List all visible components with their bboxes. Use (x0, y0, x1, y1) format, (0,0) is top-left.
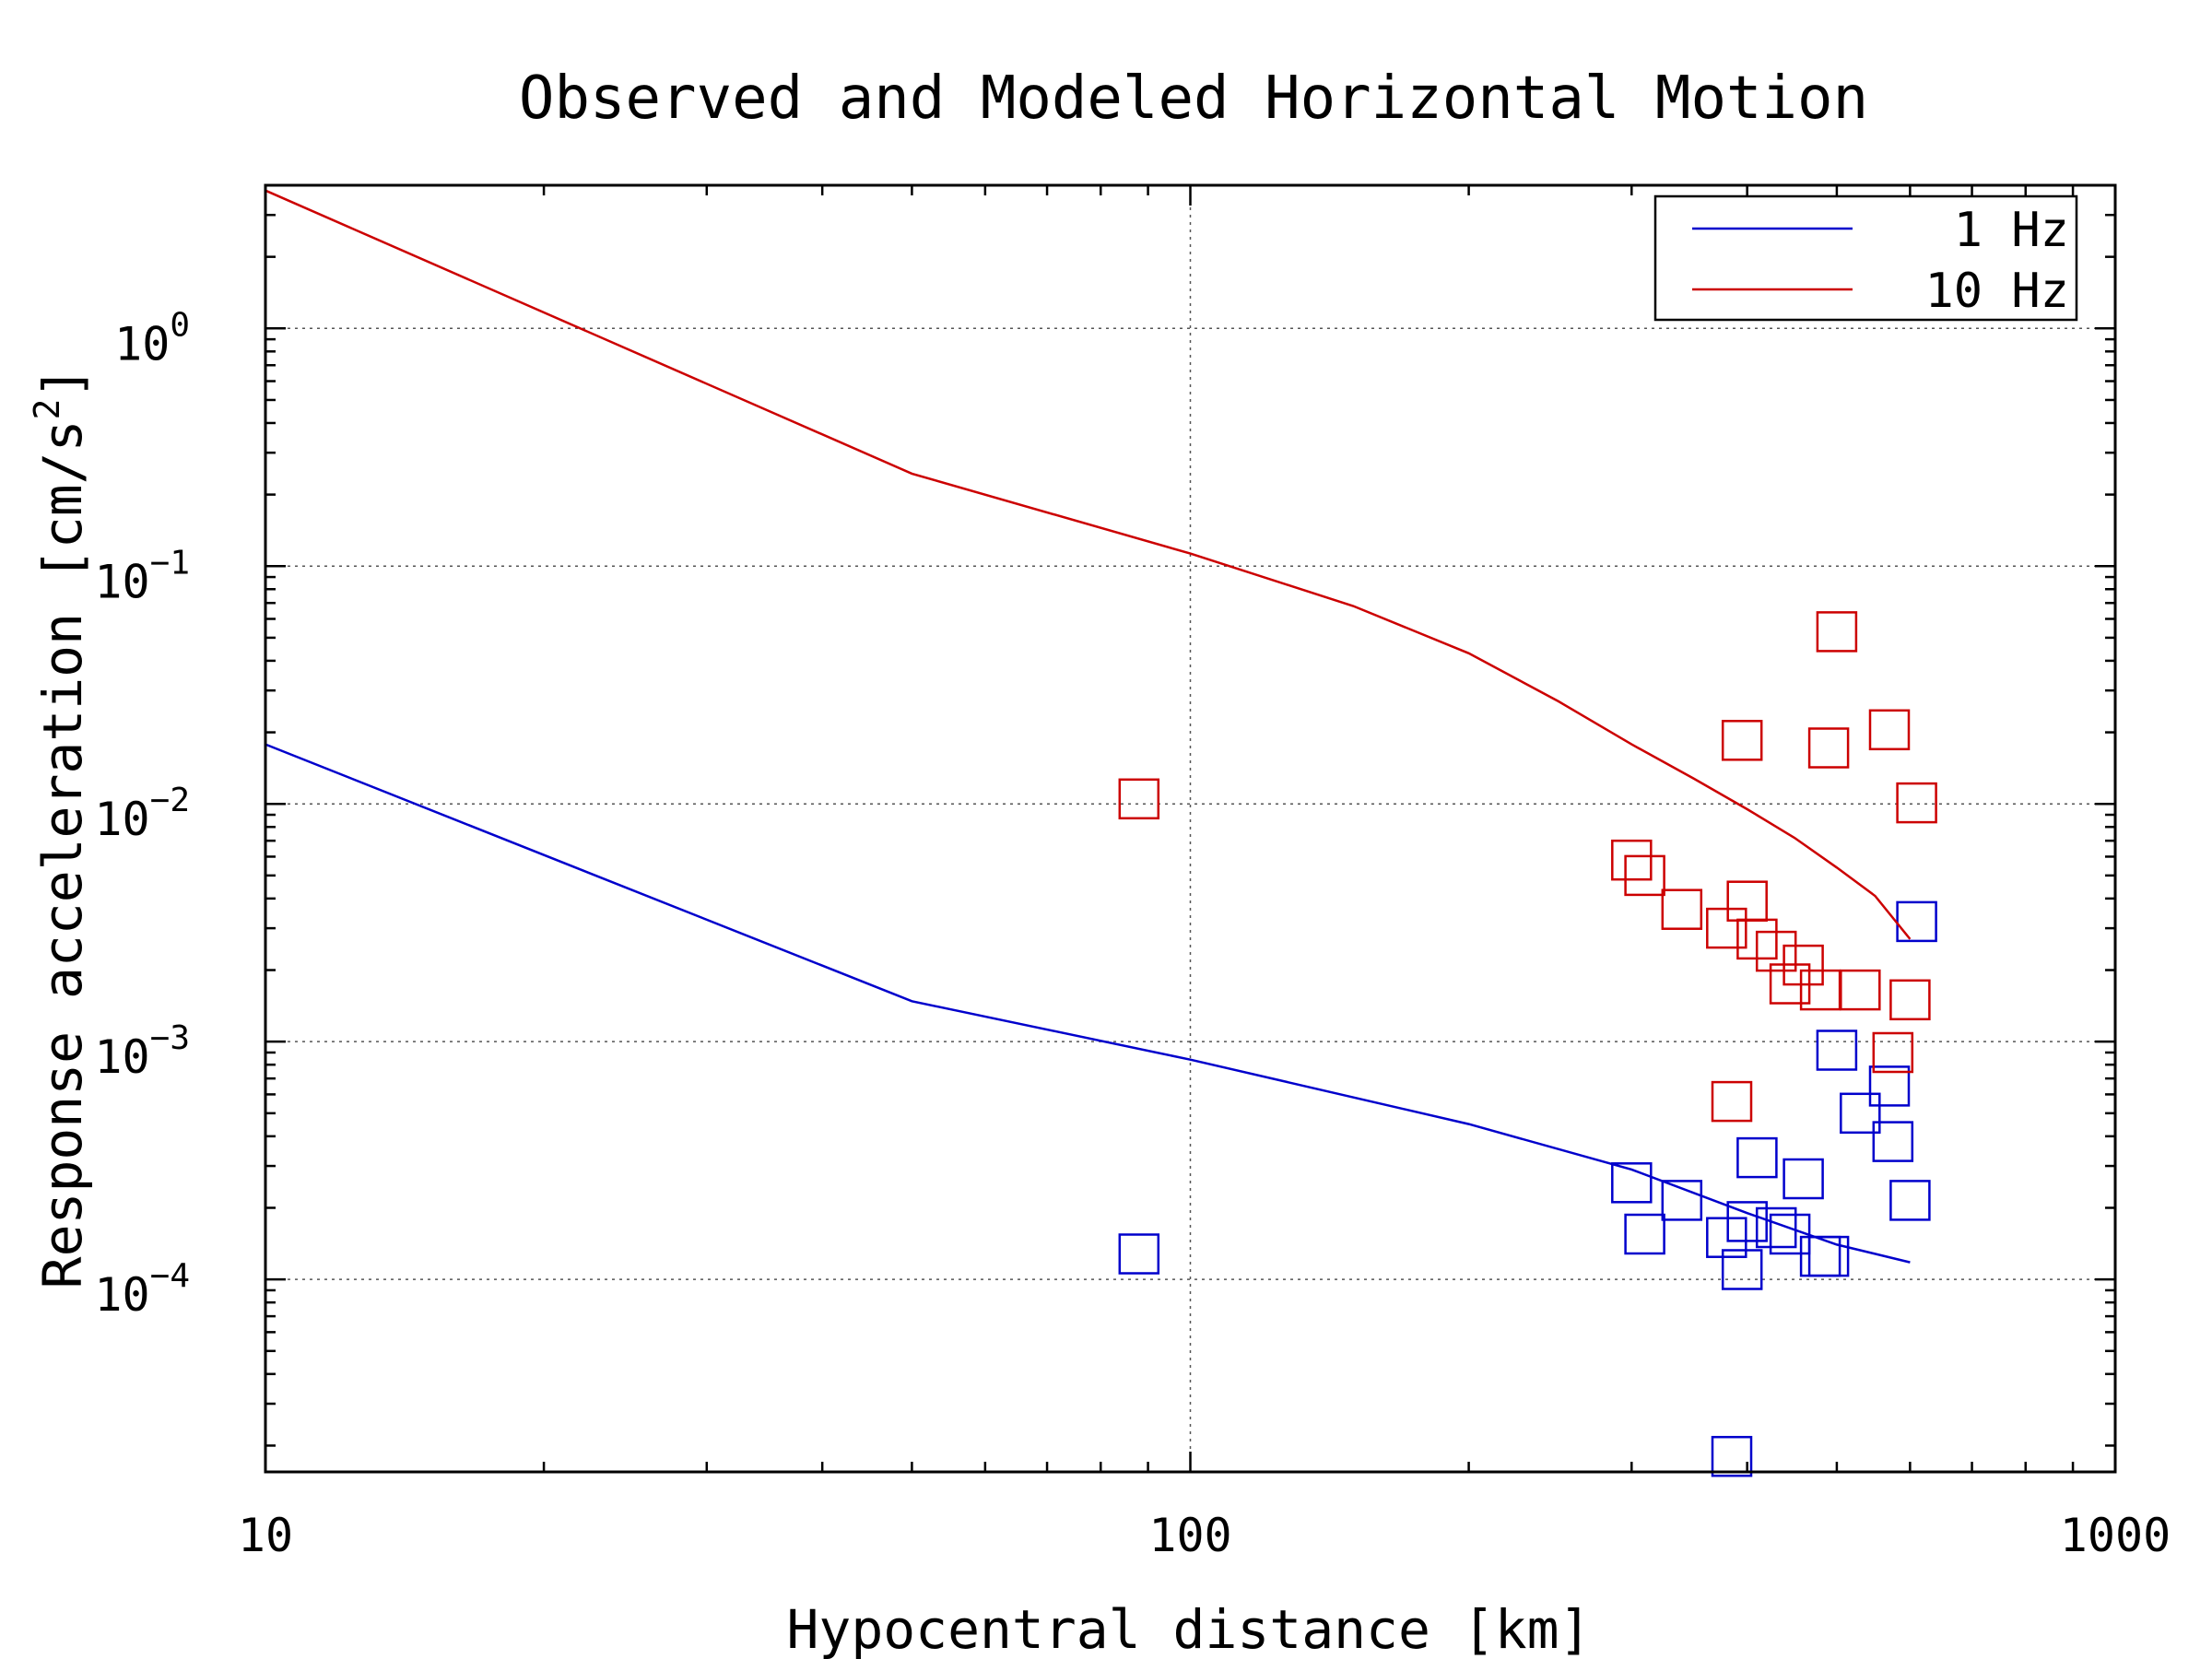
x-tick-label: 10 (238, 1509, 293, 1562)
observed-point (1706, 907, 1747, 949)
observed-point (1889, 1180, 1931, 1221)
observed-point (1868, 709, 1911, 751)
observed-point (1872, 1031, 1914, 1074)
observed-point (1807, 1235, 1850, 1277)
x-tick-label: 1000 (2060, 1509, 2171, 1562)
observed-point (1611, 839, 1653, 881)
observed-point (1755, 1206, 1797, 1249)
series-10hz (265, 189, 1937, 1123)
observed-point (1711, 1435, 1753, 1477)
observed-point (1711, 1080, 1753, 1123)
observed-point (1896, 900, 1937, 943)
grid (265, 185, 2115, 1472)
observed-point (1118, 1233, 1160, 1275)
legend-box (1653, 194, 2078, 322)
y-axis-label-sup: 2 (27, 399, 67, 420)
observed-point (1769, 1213, 1811, 1255)
observed-point (1840, 1092, 1881, 1135)
chart-title: Observed and Modeled Horizontal Motion (519, 65, 1868, 133)
observed-point (1783, 1158, 1824, 1200)
observed-point (1721, 1249, 1763, 1290)
observed-point (1872, 1121, 1914, 1162)
observed-point (1816, 611, 1858, 653)
x-tick-label: 100 (1148, 1509, 1231, 1562)
y-tick-label: 100 (114, 306, 190, 371)
observed-point (1726, 880, 1768, 922)
observed-point (1868, 1065, 1911, 1107)
observed-point (1624, 854, 1665, 897)
x-axis-label: Hypocentral distance [km] (787, 1598, 1592, 1659)
observed-point (1840, 969, 1881, 1011)
legend-label-10hz: 10 Hz (1924, 264, 2069, 319)
y-tick-label: 10−4 (94, 1257, 190, 1322)
observed-point (1118, 778, 1160, 820)
observed-point (1661, 1180, 1703, 1221)
y-axis-label: Response acceleration [cm/s2] (27, 367, 94, 1289)
observed-point (1721, 720, 1763, 761)
observed-point (1807, 727, 1850, 769)
y-axis-label-main: Response acceleration [cm/s (31, 420, 94, 1289)
model-curve (265, 189, 1912, 940)
observed-point (1726, 1201, 1768, 1242)
y-tick-label: 10−2 (94, 782, 190, 846)
observed-point (1783, 944, 1824, 986)
legend-label-1hz: 1 Hz (1954, 203, 2069, 258)
observed-point (1755, 930, 1797, 972)
observed-point (1611, 1162, 1653, 1204)
series-1hz (265, 743, 1937, 1477)
observed-point (1816, 1030, 1858, 1071)
observed-point (1889, 979, 1931, 1021)
observed-point (1896, 782, 1937, 824)
series (265, 189, 1937, 1477)
y-tick-label: 10−1 (94, 544, 190, 608)
y-tick-labels: 10−4 10−3 10−2 10−1 100 (94, 306, 190, 1322)
legend: 1 Hz 10 Hz (1653, 194, 2078, 322)
model-curve (265, 743, 1911, 1264)
y-tick-label: 10−3 (94, 1019, 190, 1084)
y-axis-label-end: ] (31, 367, 94, 399)
plot-frame (264, 183, 2117, 1474)
observed-point (1661, 888, 1703, 930)
observed-point (1624, 1213, 1665, 1255)
observed-point (1706, 1217, 1747, 1258)
observed-point (1736, 1136, 1778, 1179)
x-tick-labels: 10 100 1000 (238, 1509, 2171, 1562)
